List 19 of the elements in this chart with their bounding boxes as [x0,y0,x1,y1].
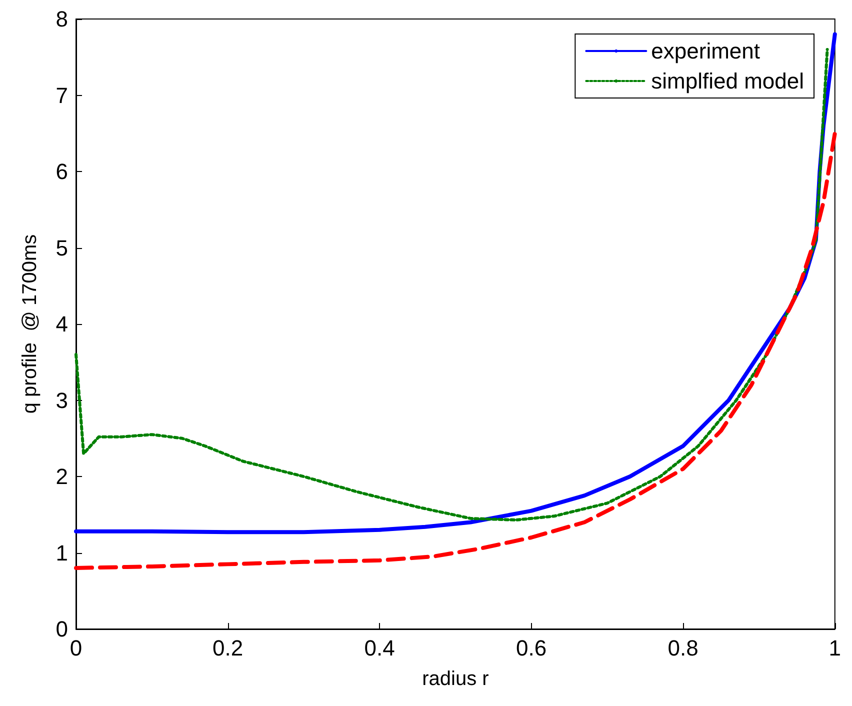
y-tick-label: 4 [56,312,68,336]
y-tick-label: 1 [56,540,68,566]
x-axis-title: radius r [422,668,490,690]
legend-label: experiment [651,38,760,64]
x-tick-label: 0.8 [668,636,698,660]
y-tick-label: 8 [56,6,68,32]
y-tick-label: 2 [56,464,68,489]
x-tick-label: 0.6 [516,636,547,660]
x-tick-label: 0.4 [364,636,395,660]
x-tick-label: 1 [828,636,842,660]
y-axis-title: q profile @ 1700ms [19,234,41,414]
y-tick-label: 0 [56,616,68,642]
legend-label: simplfied model [651,68,804,94]
y-tick-label: 6 [56,159,68,184]
y-tick-label: 3 [56,388,68,413]
line-series [74,131,837,570]
y-tick-label: 5 [56,235,68,260]
y-tick-label: 7 [56,82,68,108]
x-tick-label: 0.2 [212,636,244,660]
